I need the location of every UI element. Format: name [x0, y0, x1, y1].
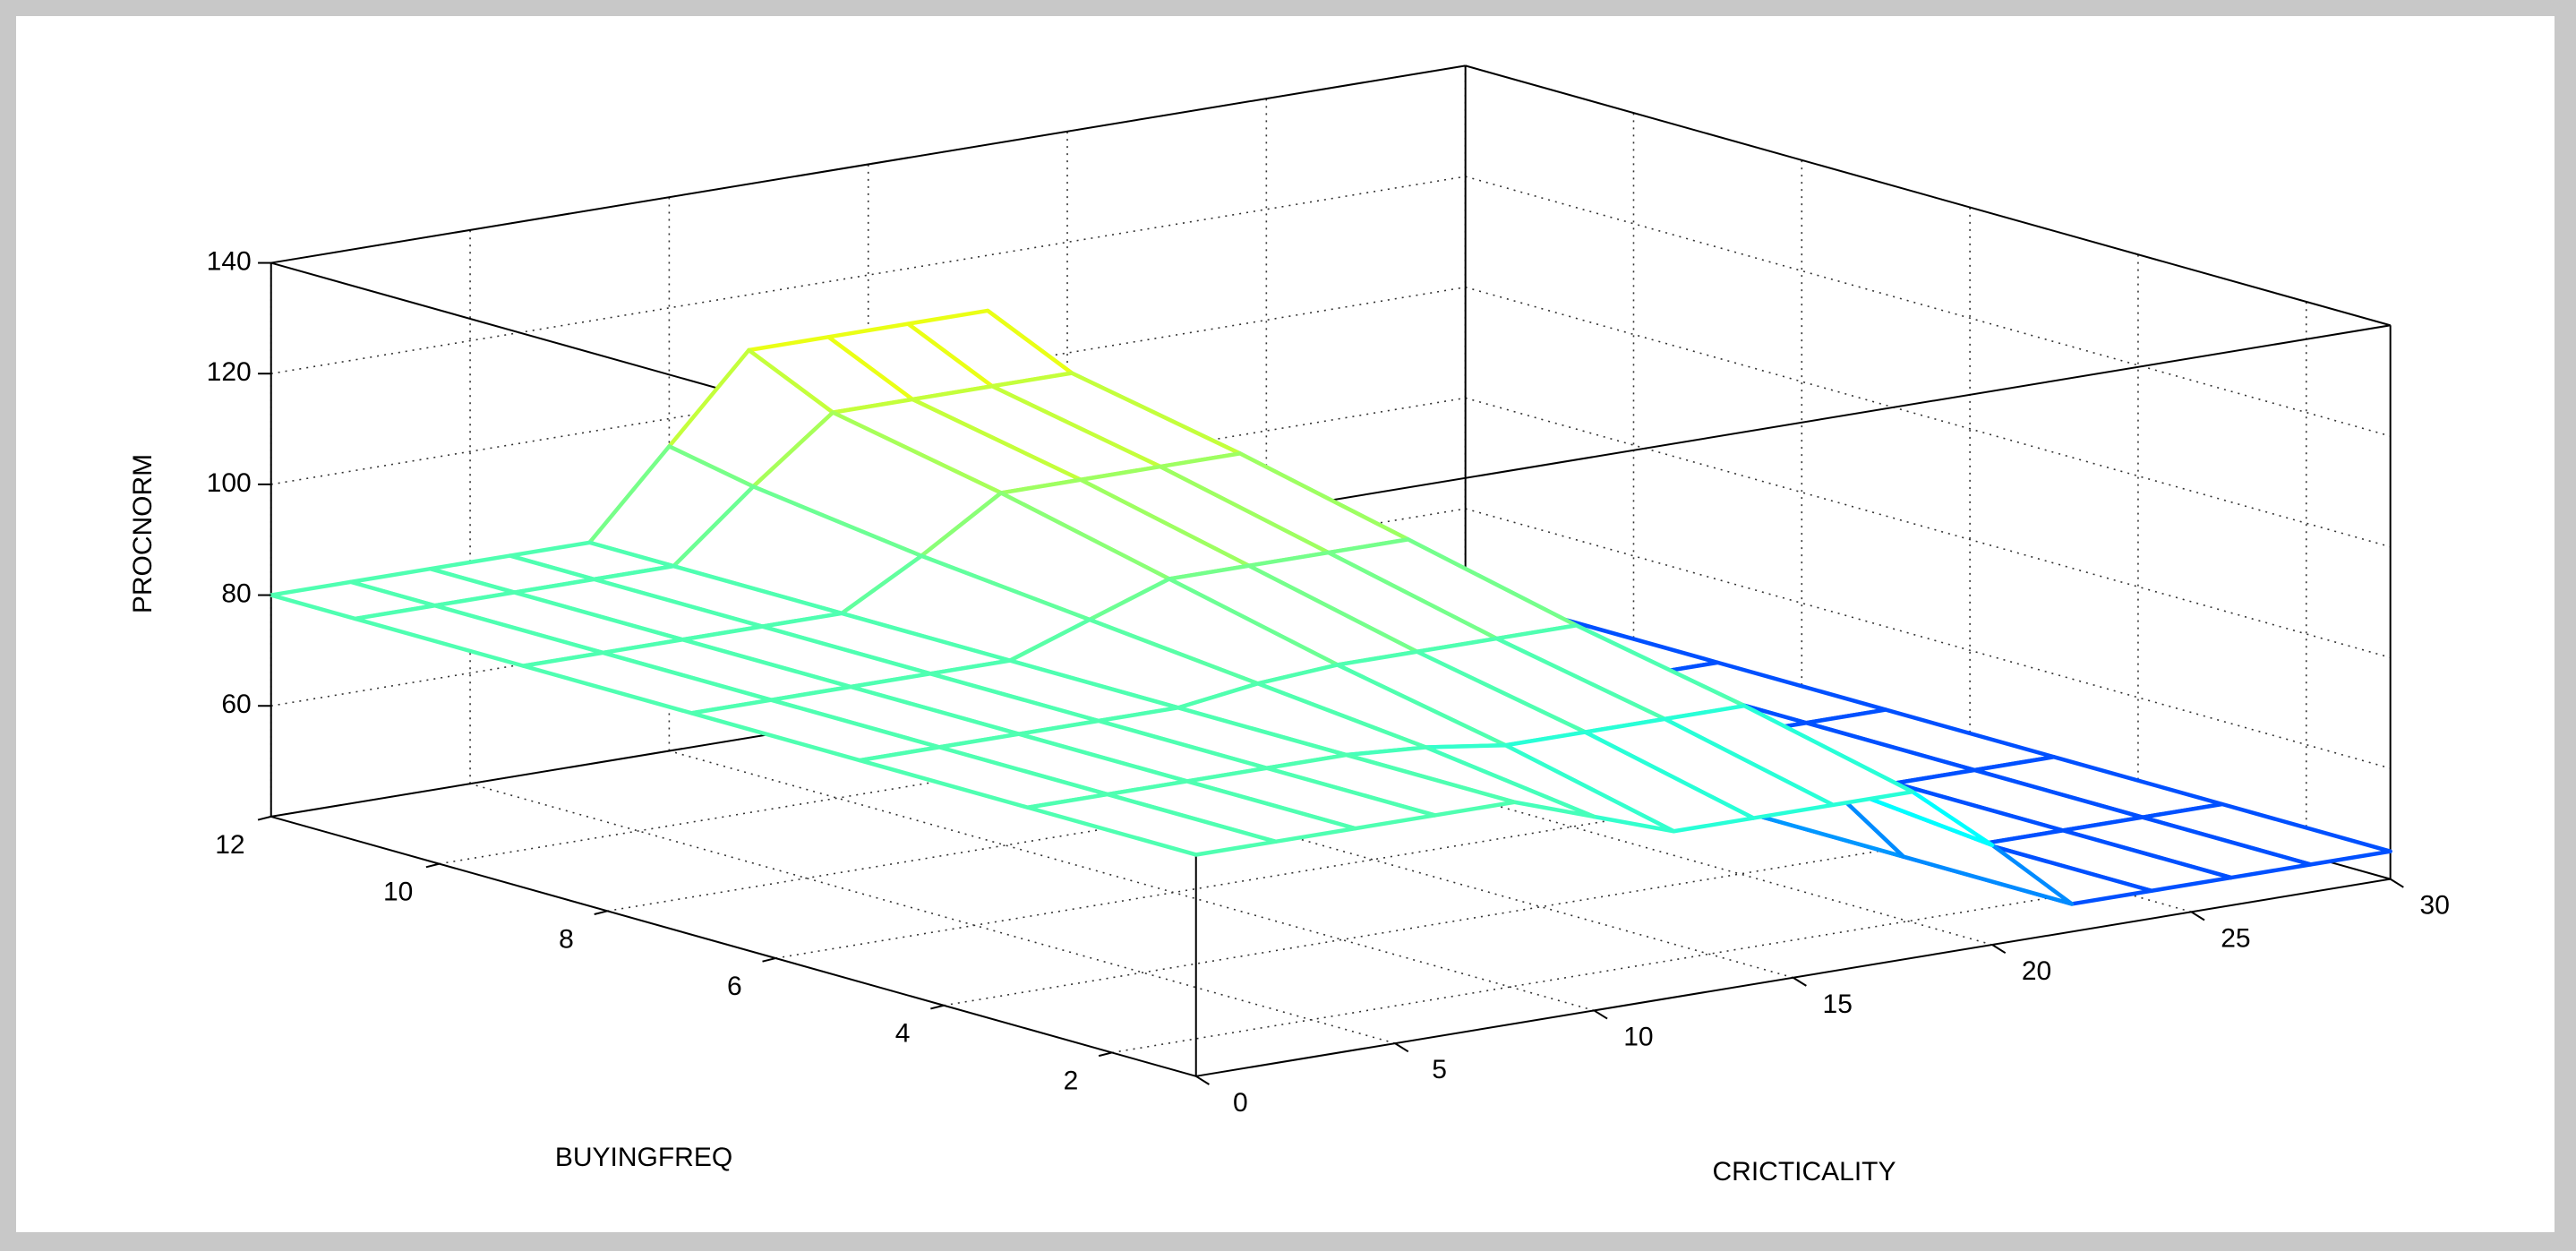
grid-line [270, 176, 1466, 375]
x-tick [1195, 1075, 1210, 1085]
x-tick [1793, 976, 1807, 987]
grid-line [1465, 176, 2391, 437]
grid-line [607, 713, 1802, 913]
y-tick-label: 10 [383, 878, 413, 907]
x-tick-label: 25 [2221, 923, 2250, 953]
surface-face [1025, 792, 1278, 857]
x-axis-label: CRICTICALITY [1712, 1157, 1896, 1187]
y-tick [930, 1004, 945, 1010]
x-tick [2190, 911, 2205, 921]
y-tick [257, 815, 271, 821]
box-edge [270, 815, 1197, 1077]
grid-line [868, 717, 1793, 979]
grid-line [1111, 854, 2306, 1054]
grid-line [1465, 508, 2391, 769]
box-edge [270, 64, 1466, 264]
grid-line [1465, 397, 2391, 659]
x-tick-label: 20 [2022, 956, 2051, 986]
grid-line [775, 760, 1971, 959]
x-tick-label: 15 [1823, 990, 1853, 1019]
grid-line [270, 508, 1466, 707]
z-tick-label: 100 [207, 468, 252, 498]
x-tick [1394, 1042, 1409, 1053]
surface-layer [269, 308, 2392, 906]
y-tick [594, 910, 608, 915]
grid-line [1465, 286, 2391, 548]
grid-line [1066, 684, 1993, 946]
x-tick-label: 10 [1623, 1023, 1653, 1052]
label-layer: 0 5 10 15 20 25 30 2 4 6 8 10 12 60 80 100 120 140 [207, 246, 2450, 1117]
x-tick [2390, 878, 2404, 888]
y-tick [425, 862, 440, 869]
grid-line [469, 783, 1396, 1044]
y-tick [1098, 1051, 1113, 1058]
y-tick [762, 957, 776, 963]
grid-line [439, 665, 1634, 865]
y-tick-label: 2 [1064, 1066, 1079, 1095]
y-tick-label: 4 [895, 1019, 911, 1049]
grid-line [270, 286, 1466, 485]
grid-line [943, 807, 2139, 1007]
z-axis-label: PROCNORM [128, 454, 158, 613]
y-tick-label: 6 [727, 972, 742, 1001]
x-tick [1593, 1009, 1608, 1020]
z-tick-label: 80 [221, 578, 251, 608]
x-tick-label: 0 [1233, 1088, 1248, 1118]
x-tick [1991, 944, 2007, 955]
grid-line [669, 750, 1595, 1012]
z-tick-label: 60 [221, 690, 251, 719]
x-tick-label: 5 [1432, 1055, 1447, 1084]
x-tick-label: 30 [2420, 891, 2450, 921]
z-tick-label: 140 [207, 246, 252, 276]
box-edge [1195, 324, 2391, 524]
box-edge [1465, 64, 2391, 327]
z-tick-label: 120 [207, 357, 252, 387]
y-tick-label: 12 [215, 830, 244, 860]
y-axis-label: BUYINGFREQ [555, 1143, 732, 1172]
y-tick-label: 8 [559, 924, 574, 954]
